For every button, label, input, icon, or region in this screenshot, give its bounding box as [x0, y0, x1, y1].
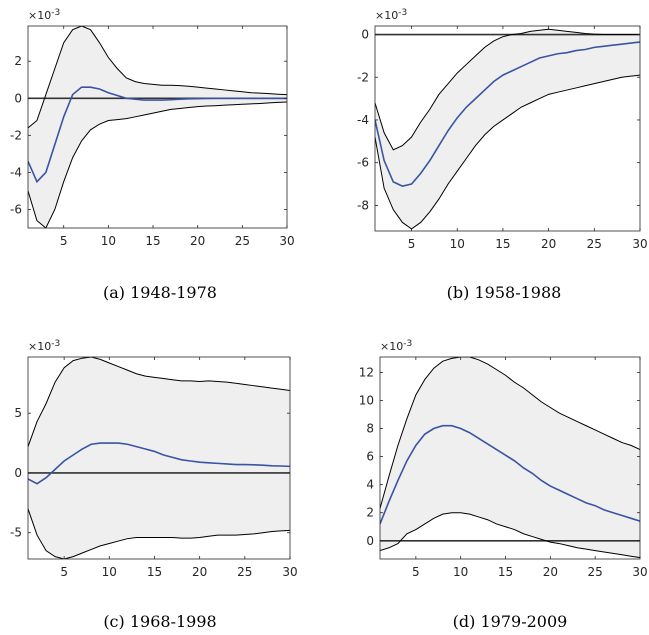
- x-tick-label: 30: [282, 565, 297, 579]
- upper-bound-line: [28, 26, 287, 129]
- y-tick-label: 0: [14, 466, 22, 480]
- x-tick-label: 15: [498, 565, 513, 579]
- y-tick-label: -2: [357, 70, 369, 84]
- x-tick-label: 20: [190, 234, 205, 248]
- exponent-power: -3: [398, 8, 407, 18]
- x-tick-label: 30: [632, 237, 647, 251]
- x-tick-label: 5: [60, 234, 68, 248]
- exponent-base: ×10: [380, 340, 403, 353]
- x-tick-label: 20: [543, 565, 558, 579]
- x-tick-label: 20: [192, 565, 207, 579]
- y-tick-label: 5: [14, 406, 22, 420]
- upper-bound-line: [28, 357, 290, 447]
- axes-box: [27, 25, 288, 229]
- plot-area: [28, 357, 290, 559]
- y-tick-label: 12: [359, 365, 374, 379]
- upper-bound-line: [375, 28, 640, 151]
- plot-area: [380, 357, 640, 559]
- panel-caption: (b) 1958-1988: [447, 283, 562, 302]
- y-tick-label: 10: [359, 393, 374, 407]
- x-tick-label: 15: [145, 234, 160, 248]
- lower-bound-line: [28, 101, 287, 228]
- panel-caption: (c) 1968-1998: [103, 612, 216, 631]
- y-tick-label: 8: [366, 422, 374, 436]
- x-tick-label: 25: [235, 234, 250, 248]
- confidence-band: [28, 26, 287, 228]
- exponent-power: -3: [403, 339, 412, 349]
- axes-box: [379, 356, 641, 560]
- y-tick-label: 0: [361, 28, 369, 42]
- median-response-line: [375, 41, 640, 187]
- panel-b: 5 10 15 20 25 30 -8 -6 -4 -2 0 ×10-3 (b) 1958-1988: [357, 8, 648, 302]
- panel-d: 5 10 15 20 25 30 0 2 4 6 8 10 12 ×10-3 (d) 1979-2009: [359, 339, 648, 631]
- lower-bound-line: [28, 508, 290, 559]
- x-tick-label: 5: [408, 237, 416, 251]
- plot-area: [28, 26, 287, 228]
- axis-exponent-label: ×10-3: [28, 8, 60, 22]
- x-tick-label: 15: [495, 237, 510, 251]
- y-tick-label: -4: [10, 165, 22, 179]
- x-tick-label: 15: [147, 565, 162, 579]
- exponent-base: ×10: [28, 9, 51, 22]
- exponent-power: -3: [51, 8, 60, 18]
- y-tick-label: 0: [366, 534, 374, 548]
- x-tick-label: 25: [587, 237, 602, 251]
- x-tick-label: 10: [101, 234, 116, 248]
- exponent-base: ×10: [375, 9, 398, 22]
- y-tick-label: -4: [357, 113, 369, 127]
- axes-box: [27, 356, 291, 560]
- y-tick-label: 2: [366, 506, 374, 520]
- axis-exponent-label: ×10-3: [380, 339, 412, 353]
- y-tick-label: -8: [357, 198, 369, 212]
- exponent-base: ×10: [28, 340, 51, 353]
- y-tick-label: -5: [10, 526, 22, 540]
- panel-caption: (a) 1948-1978: [103, 283, 217, 302]
- upper-bound-line: [380, 357, 640, 509]
- x-tick-label: 30: [632, 565, 647, 579]
- y-tick-label: 2: [14, 54, 22, 68]
- lower-bound-line: [375, 74, 640, 230]
- axes-box: [374, 25, 641, 232]
- x-tick-label: 10: [102, 565, 117, 579]
- panel-c: 5 10 15 20 25 30 -5 0 5 ×10-3 (c) 1968-1998: [10, 339, 298, 631]
- confidence-band: [375, 29, 640, 229]
- axis-exponent-label: ×10-3: [375, 8, 407, 22]
- x-tick-label: 5: [412, 565, 420, 579]
- y-tick-label: 0: [14, 91, 22, 105]
- y-tick-label: -6: [10, 202, 22, 216]
- lower-bound-line: [380, 512, 640, 559]
- panel-caption: (d) 1979-2009: [453, 612, 568, 631]
- y-tick-label: 4: [366, 478, 374, 492]
- exponent-power: -3: [51, 339, 60, 349]
- x-tick-label: 20: [541, 237, 556, 251]
- panel-a: 5 10 15 20 25 30 -6 -4 -2 0 2 ×10-3 (a) 1948-1978: [10, 8, 295, 302]
- x-tick-label: 25: [237, 565, 252, 579]
- confidence-band: [28, 357, 290, 559]
- y-tick-label: -6: [357, 156, 369, 170]
- x-tick-label: 10: [450, 237, 465, 251]
- axis-exponent-label: ×10-3: [28, 339, 60, 353]
- y-tick-label: -2: [10, 128, 22, 142]
- median-response-line: [28, 86, 287, 184]
- x-tick-label: 30: [279, 234, 294, 248]
- x-tick-label: 10: [453, 565, 468, 579]
- y-tick-label: 6: [366, 450, 374, 464]
- plot-area: [375, 28, 640, 230]
- median-response-line: [28, 442, 290, 485]
- x-tick-label: 25: [588, 565, 603, 579]
- median-response-line: [380, 424, 640, 525]
- x-tick-label: 5: [60, 565, 68, 579]
